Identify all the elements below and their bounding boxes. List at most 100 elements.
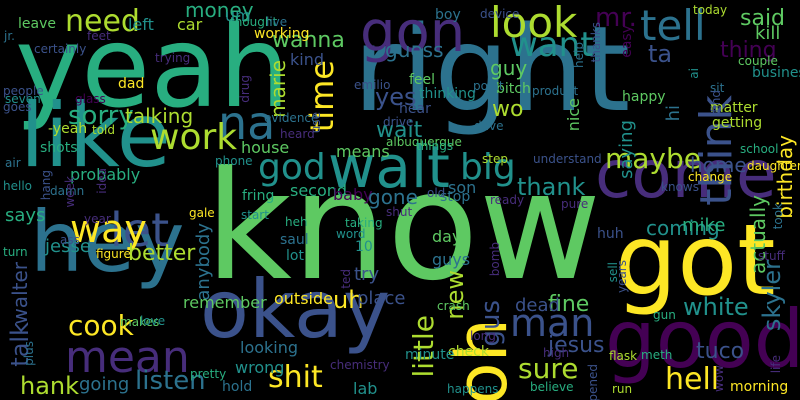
cloud-word: ready bbox=[490, 193, 525, 207]
cloud-word: looking bbox=[240, 338, 299, 357]
cloud-word: way bbox=[70, 207, 147, 251]
cloud-word: couple bbox=[738, 54, 778, 68]
cloud-word: white bbox=[683, 293, 749, 321]
cloud-word: right bbox=[353, 0, 631, 138]
cloud-word: fine bbox=[548, 292, 590, 317]
cloud-word: start bbox=[241, 208, 269, 222]
cloud-word: happy bbox=[622, 89, 666, 105]
cloud-word: plus bbox=[22, 341, 36, 366]
cloud-word: gale bbox=[189, 206, 215, 220]
cloud-word: thing bbox=[720, 38, 777, 63]
cloud-word: car bbox=[177, 15, 203, 34]
cloud-word: love bbox=[140, 314, 166, 328]
cloud-word: happened bbox=[586, 364, 600, 400]
cloud-word: wrong bbox=[235, 358, 285, 377]
cloud-word: hang bbox=[39, 170, 53, 201]
cloud-word: saying bbox=[616, 120, 637, 179]
cloud-word: hold bbox=[222, 379, 253, 395]
cloud-word: check bbox=[448, 344, 489, 360]
cloud-word: phone bbox=[215, 154, 253, 168]
cloud-word: people bbox=[3, 84, 44, 98]
cloud-word: turn bbox=[3, 245, 28, 259]
cloud-word: said bbox=[740, 6, 786, 31]
cloud-word: taking bbox=[345, 216, 383, 230]
cloud-word: makes bbox=[120, 315, 160, 329]
cloud-word: wanna bbox=[272, 28, 345, 53]
cloud-word: thanks bbox=[589, 22, 603, 63]
cloud-word: meth bbox=[641, 348, 673, 362]
cloud-word: knows bbox=[661, 180, 699, 194]
cloud-word: told bbox=[92, 123, 115, 137]
cloud-word: feel bbox=[409, 72, 436, 88]
cloud-word: jr. bbox=[4, 29, 15, 43]
cloud-word: step bbox=[482, 152, 508, 166]
cloud-word: live bbox=[266, 15, 288, 29]
cloud-word: big bbox=[460, 147, 516, 188]
cloud-word: guys bbox=[432, 250, 471, 269]
cloud-word: lot bbox=[286, 248, 304, 264]
cloud-word: tuco bbox=[696, 339, 745, 364]
cloud-word: daughter bbox=[747, 159, 800, 173]
cloud-word: figure bbox=[96, 247, 131, 261]
cloud-word: money bbox=[185, 0, 254, 22]
cloud-word: glass bbox=[75, 92, 106, 106]
cloud-word: huh bbox=[597, 226, 624, 242]
cloud-word: skyler bbox=[758, 260, 786, 332]
cloud-word: let bbox=[110, 203, 170, 257]
cloud-word: working bbox=[254, 26, 310, 42]
cloud-word: school bbox=[740, 142, 779, 156]
cloud-word: guess bbox=[385, 38, 444, 62]
cloud-word: probably bbox=[70, 165, 141, 184]
cloud-word: flask bbox=[609, 349, 638, 363]
cloud-word: remember bbox=[183, 293, 267, 312]
cloud-word: change bbox=[688, 170, 733, 184]
cloud-word: heard bbox=[280, 127, 315, 141]
cloud-word: shots bbox=[40, 140, 78, 156]
cloud-word: okay bbox=[200, 263, 391, 356]
cloud-word: gon bbox=[360, 0, 466, 65]
cloud-word: need bbox=[65, 4, 140, 39]
cloud-word: albuquerque bbox=[386, 135, 462, 149]
cloud-word: gone bbox=[368, 185, 418, 209]
cloud-word: means bbox=[336, 142, 390, 161]
cloud-word: thank bbox=[517, 173, 586, 201]
cloud-word: marie bbox=[266, 60, 290, 118]
cloud-word: hear bbox=[399, 101, 431, 117]
cloud-word: life bbox=[769, 355, 783, 374]
cloud-word: matter bbox=[710, 100, 758, 116]
cloud-word: home bbox=[690, 153, 747, 177]
cloud-word: guy bbox=[490, 56, 528, 80]
cloud-word: high bbox=[543, 346, 570, 360]
cloud-word: outside bbox=[274, 289, 333, 308]
cloud-word: um bbox=[225, 6, 251, 25]
cloud-word: easy bbox=[619, 25, 635, 58]
cloud-word: jesse bbox=[45, 236, 91, 257]
cloud-word: sell bbox=[606, 262, 620, 283]
cloud-word: minute bbox=[405, 347, 455, 363]
cloud-word: saul bbox=[280, 232, 309, 248]
cloud-word: god bbox=[258, 147, 326, 188]
cloud-word: coming bbox=[646, 216, 720, 240]
cloud-word: 10 bbox=[355, 239, 373, 255]
cloud-word: hank bbox=[20, 372, 80, 400]
cloud-word: damn bbox=[50, 184, 85, 198]
cloud-word: sure bbox=[518, 352, 579, 385]
cloud-word: -yeah bbox=[48, 121, 88, 137]
cloud-word: hell bbox=[665, 362, 720, 397]
cloud-word: hi bbox=[663, 105, 684, 122]
cloud-word: thought bbox=[230, 15, 278, 29]
cloud-word: getting bbox=[712, 115, 763, 131]
cloud-word: shit bbox=[268, 360, 323, 395]
cloud-word: took bbox=[771, 203, 785, 230]
cloud-word: today bbox=[693, 3, 728, 17]
cloud-word: believe bbox=[530, 380, 574, 394]
cloud-word: seven bbox=[5, 92, 41, 106]
cloud-word: shut bbox=[386, 205, 413, 219]
cloud-word: gun bbox=[653, 308, 676, 322]
cloud-word: nice bbox=[564, 98, 583, 132]
cloud-word: want bbox=[510, 25, 594, 65]
cloud-word: leave bbox=[18, 16, 56, 32]
cloud-word: second bbox=[290, 181, 348, 200]
cloud-word: mean bbox=[65, 332, 190, 383]
